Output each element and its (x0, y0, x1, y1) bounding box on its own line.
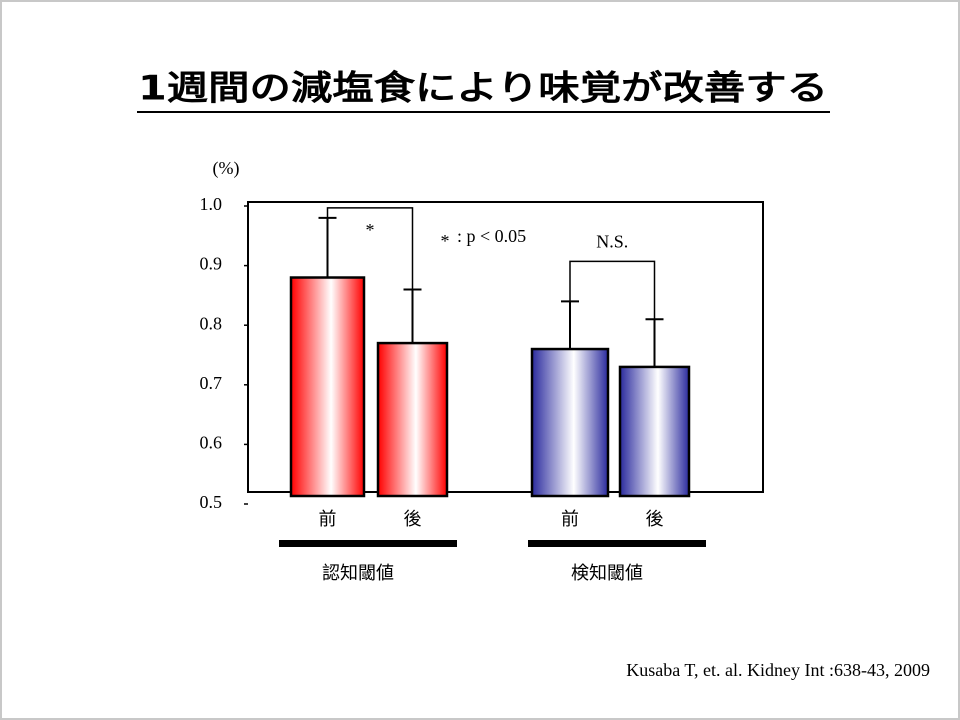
y-tick-label: 1.0 (200, 194, 223, 214)
x-tick-label: 後 (404, 509, 422, 530)
significance-label: N.S. (596, 231, 628, 251)
legend-text: : p < 0.05 (457, 226, 526, 246)
bar (376, 341, 449, 498)
significance-bracket (569, 260, 656, 320)
group-label: 認知閾値 (322, 563, 394, 584)
bar (530, 347, 610, 498)
legend-star: * (441, 231, 450, 251)
x-tick-label: 前 (319, 509, 337, 530)
y-tick-label: 0.6 (200, 433, 223, 453)
bar (618, 365, 691, 498)
y-tick-label: 0.7 (200, 373, 223, 393)
group-bar (528, 540, 706, 547)
x-tick-label: 後 (646, 509, 664, 530)
significance-bracket (326, 207, 414, 290)
plot-frame (247, 201, 764, 493)
title: 1週間の減塩食により味覚が改善する (138, 69, 828, 109)
citation: Kusaba T, et. al. Kidney Int :638-43, 20… (626, 660, 930, 680)
y-tick-label: 0.9 (200, 254, 223, 274)
significance-label: * (366, 220, 375, 240)
group-label: 検知閾値 (571, 563, 643, 584)
bar (289, 276, 366, 498)
y-tick-label: 0.5 (200, 492, 223, 512)
y-tick-label: 0.8 (200, 313, 223, 333)
group-bar (279, 540, 457, 547)
y-unit: (%) (213, 158, 240, 179)
x-tick-label: 前 (561, 509, 579, 530)
